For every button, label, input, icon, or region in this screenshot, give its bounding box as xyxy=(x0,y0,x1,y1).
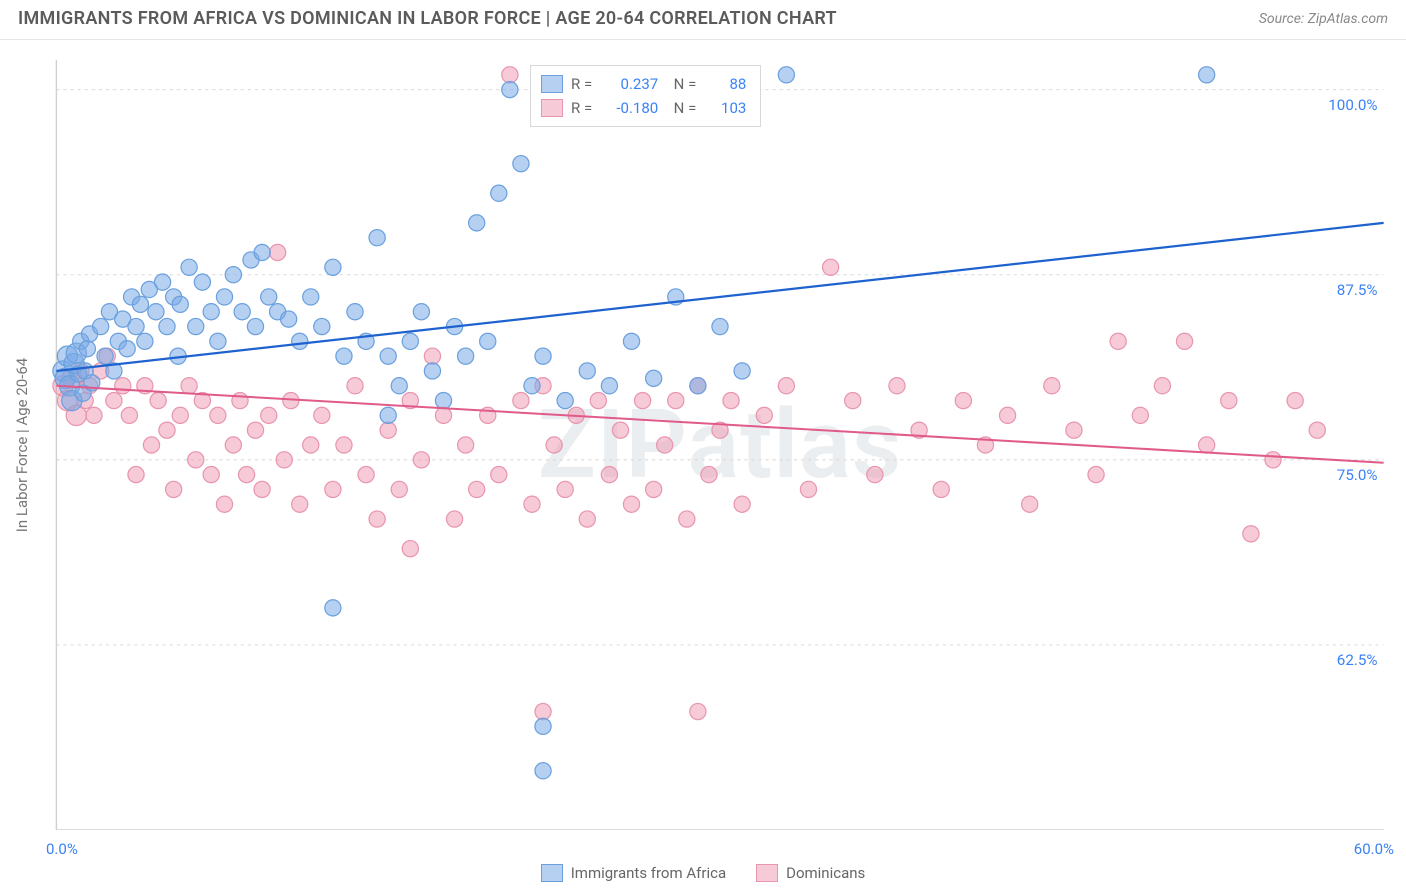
svg-text:75.0%: 75.0% xyxy=(1337,466,1378,484)
stat-r-label: R = xyxy=(571,99,592,117)
svg-text:62.5%: 62.5% xyxy=(1337,651,1378,669)
stat-r-value: 0.237 xyxy=(600,75,658,93)
stat-n-label: N = xyxy=(666,75,696,93)
stat-n-value: 103 xyxy=(704,99,746,117)
x-axis-end-label: 60.0% xyxy=(1354,840,1394,858)
legend-item-dominican: Dominicans xyxy=(756,864,865,882)
correlation-chart: In Labor Force | Age 20-64 ZIPatlas 62.5… xyxy=(50,60,1390,830)
chart-svg: 62.5% 75.0% 87.5% 100.0% xyxy=(50,60,1390,830)
stat-r-value: -0.180 xyxy=(600,99,658,117)
stats-legend: R = 0.237 N = 88 R = -0.180 N = 103 xyxy=(530,65,761,127)
svg-text:100.0%: 100.0% xyxy=(1328,96,1377,114)
x-axis-start-label: 0.0% xyxy=(46,840,78,858)
legend-chip-icon xyxy=(541,75,563,93)
legend-item-africa: Immigrants from Africa xyxy=(541,864,726,882)
stat-n-label: N = xyxy=(666,99,696,117)
stats-row-africa: R = 0.237 N = 88 xyxy=(541,72,746,96)
legend-label: Immigrants from Africa xyxy=(571,864,726,882)
source-label: Source: ZipAtlas.com xyxy=(1259,11,1388,27)
y-axis-label: In Labor Force | Age 20-64 xyxy=(13,358,31,532)
legend-chip-icon xyxy=(541,99,563,117)
svg-text:87.5%: 87.5% xyxy=(1337,281,1378,299)
page-title: IMMIGRANTS FROM AFRICA VS DOMINICAN IN L… xyxy=(18,8,837,29)
stats-row-dominican: R = -0.180 N = 103 xyxy=(541,96,746,120)
legend-chip-icon xyxy=(541,864,563,882)
legend-label: Dominicans xyxy=(786,864,865,882)
legend-chip-icon xyxy=(756,864,778,882)
stat-n-value: 88 xyxy=(704,75,746,93)
stat-r-label: R = xyxy=(571,75,592,93)
series-legend: Immigrants from Africa Dominicans xyxy=(0,864,1406,882)
